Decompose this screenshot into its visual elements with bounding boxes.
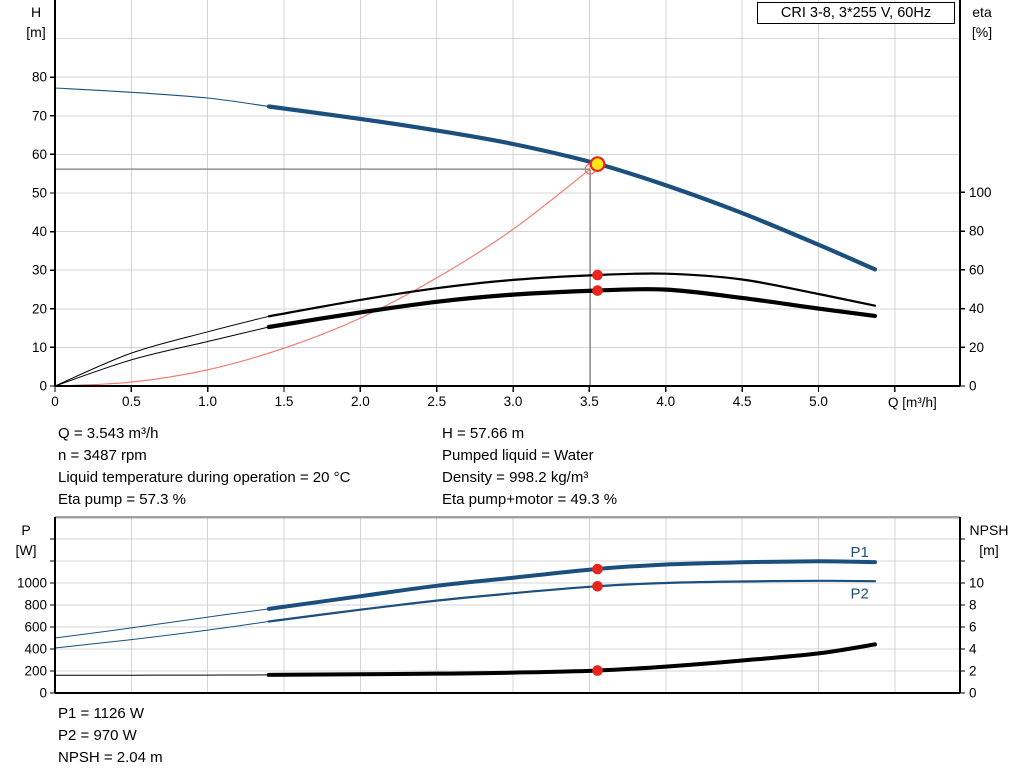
info-line-density: Density = 998.2 kg/m³ <box>442 469 589 486</box>
tick-label: 8 <box>969 598 977 613</box>
p2-dot <box>592 581 603 592</box>
npsh-axis-unit: [m] <box>979 542 999 558</box>
npsh-curve <box>266 642 877 677</box>
tick-label: 3.5 <box>580 394 599 409</box>
eta-axis-unit-label: eta [%] <box>958 2 1006 42</box>
tick-label: 4.5 <box>733 394 752 409</box>
info-line-p1: P1 = 1126 W <box>58 705 145 722</box>
info-line-eta-pump: Eta pump = 57.3 % <box>58 491 186 508</box>
tick-label: 10 <box>969 576 984 591</box>
x-axis-label: Q [m³/h] <box>888 395 937 410</box>
tick-label: 40 <box>32 224 47 239</box>
tick-label: 1.5 <box>275 394 294 409</box>
qh-eta-chart-ticks <box>50 76 965 392</box>
npsh-dot <box>592 665 603 676</box>
tick-label: 40 <box>969 301 984 316</box>
operating-point-marker[interactable] <box>589 156 606 173</box>
tick-label: 20 <box>969 340 984 355</box>
info-line-npsh: NPSH = 2.04 m <box>58 749 163 766</box>
p-axis-unit-label: P [W] <box>2 520 50 560</box>
qh-eta-chart: 0 10 20 30 40 50 60 70 80 0 20 40 60 80 100 0 0.5 1.0 1.5 2… <box>32 0 992 410</box>
power-npsh-chart-ticks <box>50 538 965 694</box>
tick-label: 60 <box>969 262 984 277</box>
info-line-n: n = 3487 rpm <box>58 447 147 464</box>
tick-label: 50 <box>32 186 47 201</box>
duty-info-left-column: Q = 3.543 m³/h n = 3487 rpm Liquid tempe… <box>58 423 350 511</box>
p1-curve <box>266 559 877 611</box>
duty-info-right-column: H = 57.66 m Pumped liquid = Water Densit… <box>442 423 617 511</box>
tick-label: 200 <box>24 664 47 679</box>
tick-label: 0 <box>969 686 977 701</box>
p2-curve-label: P2 <box>851 586 869 603</box>
tick-label: 1000 <box>17 576 47 591</box>
qh-eta-chart-gridlines <box>55 0 960 386</box>
p1-curve-thin <box>54 608 269 639</box>
h-axis-symbol: H <box>30 4 42 20</box>
h-axis-unit-label: H [m] <box>12 2 60 42</box>
tick-label: 1.0 <box>198 394 217 409</box>
info-line-p2: P2 = 970 W <box>58 727 137 744</box>
tick-label: 4.0 <box>656 394 675 409</box>
qh-curve-thin <box>54 87 269 108</box>
tick-label: 0 <box>39 379 47 394</box>
tick-label: 0 <box>39 686 47 701</box>
h-axis-unit: [m] <box>26 24 46 40</box>
tick-label: 80 <box>32 70 47 85</box>
eta-pump-curve-thin <box>54 315 269 387</box>
power-npsh-chart: 0 200 400 600 800 1000 0 2 4 6 8 10 P1 P2 <box>17 515 984 701</box>
tick-label: 0 <box>969 379 977 394</box>
p1-dot <box>592 563 603 575</box>
tick-label: 5.0 <box>809 394 828 409</box>
info-line-pumped-liquid: Pumped liquid = Water <box>442 447 594 464</box>
tick-label: 2.5 <box>427 394 446 409</box>
p-axis-symbol: P <box>21 522 31 538</box>
p-axis-unit: [W] <box>15 542 37 558</box>
tick-label: 60 <box>32 147 47 162</box>
qh-curve <box>266 104 878 272</box>
tick-label: 70 <box>32 108 47 123</box>
eta-axis-unit: [%] <box>971 24 993 40</box>
eta-pump-motor-curve <box>266 287 878 330</box>
pump-model-title: CRI 3-8, 3*255 V, 60Hz <box>757 2 955 24</box>
eta-pump-motor-dot <box>592 285 603 296</box>
power-npsh-chart-gridlines <box>55 517 960 693</box>
tick-label: 400 <box>24 642 47 657</box>
eta-pump-curve <box>267 272 877 318</box>
p2-curve-thin <box>54 621 269 649</box>
tick-label: 800 <box>24 598 47 613</box>
power-info-column: P1 = 1126 W P2 = 970 W NPSH = 2.04 m <box>58 703 163 769</box>
tick-label: 4 <box>969 642 977 657</box>
tick-label: 10 <box>32 340 47 355</box>
npsh-axis-unit-label: NPSH [m] <box>954 520 1024 560</box>
tick-label: 80 <box>969 224 984 239</box>
npsh-axis-symbol: NPSH <box>969 522 1009 538</box>
tick-label: 600 <box>24 620 47 635</box>
p1-curve-label: P1 <box>851 544 869 561</box>
eta-axis-symbol: eta <box>972 4 992 20</box>
tick-label: 20 <box>32 301 47 316</box>
system-curve <box>54 168 591 387</box>
info-line-eta-pump-motor: Eta pump+motor = 49.3 % <box>442 491 618 508</box>
eta-pump-dot <box>592 269 603 281</box>
tick-label: 2.0 <box>351 394 370 409</box>
info-line-h: H = 57.66 m <box>442 425 525 442</box>
tick-label: 6 <box>969 620 977 635</box>
tick-label: 100 <box>969 185 992 200</box>
info-line-q: Q = 3.543 m³/h <box>58 425 159 442</box>
tick-label: 30 <box>32 263 47 278</box>
tick-label: 2 <box>969 664 977 679</box>
tick-label: 0.5 <box>122 394 141 409</box>
tick-label: 3.0 <box>504 394 523 409</box>
duty-guide-lines <box>55 168 591 386</box>
info-line-liquid-temperature: Liquid temperature during operation = 20… <box>58 469 351 486</box>
eta-pump-motor-curve-thin <box>54 326 269 387</box>
tick-label: 0 <box>51 394 59 409</box>
p2-curve <box>267 579 877 623</box>
